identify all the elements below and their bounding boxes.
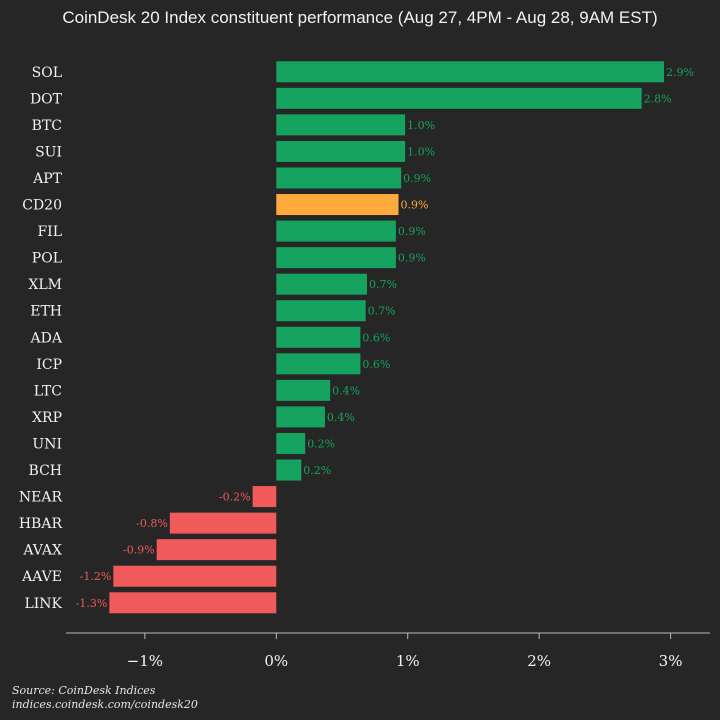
x-tick-label-4: 3%: [659, 652, 683, 670]
bar-apt: [276, 167, 402, 189]
category-label-bch: BCH: [29, 463, 62, 479]
data-label-bch: 0.2%: [303, 464, 331, 477]
category-label-cd20: CD20: [22, 198, 62, 214]
data-label-icp: 0.6%: [362, 358, 390, 371]
bar-dot: [276, 87, 642, 109]
data-label-uni: 0.2%: [307, 437, 335, 450]
category-label-ltc: LTC: [34, 383, 62, 399]
category-label-link: LINK: [24, 596, 62, 612]
x-tick-label-1: 0%: [264, 652, 288, 670]
bar-icp: [276, 353, 361, 375]
data-label-ada: 0.6%: [362, 331, 390, 344]
category-label-fil: FIL: [37, 224, 62, 240]
category-label-xrp: XRP: [32, 410, 62, 426]
category-label-apt: APT: [32, 171, 63, 187]
bar-hbar: [169, 512, 277, 534]
category-label-pol: POL: [32, 251, 62, 267]
bar-cd20: [276, 194, 399, 216]
data-label-hbar: -0.8%: [136, 517, 168, 530]
category-label-near: NEAR: [19, 490, 63, 506]
category-label-eth: ETH: [30, 304, 62, 320]
x-tick-label-0: −1%: [127, 652, 163, 670]
chart-title: CoinDesk 20 Index constituent performanc…: [62, 8, 658, 27]
category-label-dot: DOT: [30, 91, 63, 107]
bar-near: [252, 486, 277, 508]
data-label-aave: -1.2%: [80, 570, 112, 583]
source-url: indices.coindesk.com/coindesk20: [12, 698, 198, 711]
category-label-sol: SOL: [32, 65, 62, 81]
bar-ltc: [276, 379, 331, 401]
category-label-uni: UNI: [32, 436, 62, 452]
source-note: Source: CoinDesk Indices: [12, 684, 156, 697]
bar-sol: [276, 61, 664, 83]
category-label-avax: AVAX: [22, 543, 62, 559]
bar-bch: [276, 459, 302, 481]
bar-ada: [276, 326, 361, 348]
bar-eth: [276, 300, 366, 322]
bar-pol: [276, 247, 396, 269]
data-label-xrp: 0.4%: [327, 411, 355, 424]
data-label-btc: 1.0%: [407, 119, 435, 132]
data-label-near: -0.2%: [219, 491, 251, 504]
category-label-hbar: HBAR: [19, 516, 63, 532]
bar-fil: [276, 220, 396, 242]
data-label-link: -1.3%: [76, 597, 108, 610]
bar-avax: [156, 539, 277, 561]
data-label-xlm: 0.7%: [369, 278, 397, 291]
category-label-icp: ICP: [36, 357, 62, 373]
category-label-sui: SUI: [35, 144, 62, 160]
data-label-ltc: 0.4%: [332, 384, 360, 397]
data-label-avax: -0.9%: [123, 544, 155, 557]
bar-xlm: [276, 273, 367, 295]
bar-link: [109, 592, 277, 614]
data-label-eth: 0.7%: [368, 305, 396, 318]
x-tick-label-3: 2%: [527, 652, 551, 670]
data-label-cd20: 0.9%: [401, 199, 429, 212]
category-label-ada: ADA: [30, 330, 63, 346]
data-label-apt: 0.9%: [403, 172, 431, 185]
data-label-sui: 1.0%: [407, 145, 435, 158]
bar-aave: [113, 565, 277, 587]
bar-uni: [276, 432, 306, 454]
data-label-fil: 0.9%: [398, 225, 426, 238]
bar-btc: [276, 114, 406, 136]
category-label-btc: BTC: [32, 118, 62, 134]
x-tick-label-2: 1%: [396, 652, 420, 670]
bar-xrp: [276, 406, 325, 428]
data-label-sol: 2.9%: [666, 66, 694, 79]
data-label-dot: 2.8%: [644, 92, 672, 105]
category-label-xlm: XLM: [28, 277, 62, 293]
category-label-aave: AAVE: [21, 569, 62, 585]
bar-sui: [276, 140, 406, 162]
data-label-pol: 0.9%: [398, 252, 426, 265]
